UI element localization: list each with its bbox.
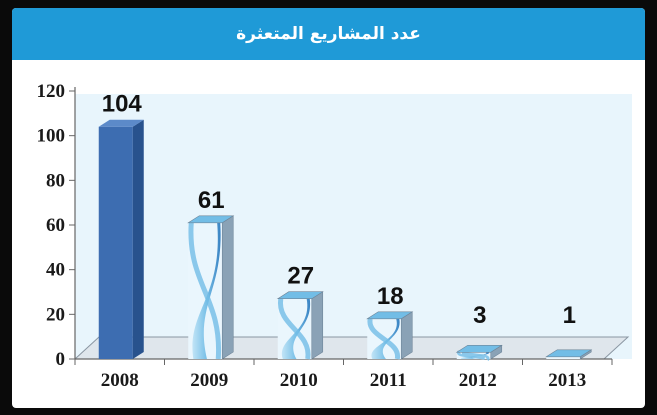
x-tick-label: 2008 (101, 370, 139, 391)
y-tick-label: 40 (46, 260, 65, 281)
bar-ribbon-strand (457, 349, 490, 362)
bar-ribbon (281, 298, 311, 359)
data-label-2013: 1 (563, 302, 576, 329)
bar-ribbon (192, 222, 221, 359)
bar-front (98, 126, 133, 359)
bar-2010 (276, 291, 324, 360)
bar-top (276, 291, 324, 300)
x-tick-label: 2010 (280, 370, 318, 391)
bar-top (98, 119, 144, 127)
bar-front (546, 356, 581, 359)
data-label-2012: 3 (473, 302, 486, 329)
data-label-2011: 18 (377, 283, 404, 310)
x-tick-label: 2009 (190, 370, 228, 391)
y-tick-label: 60 (46, 215, 65, 236)
bar-ribbon-strand (188, 222, 222, 360)
data-label-2010: 27 (287, 263, 314, 290)
bar-top (187, 215, 235, 224)
y-tick-label: 20 (46, 304, 65, 325)
data-label-2008: 104 (102, 91, 143, 118)
bar-ribbon (371, 318, 400, 359)
y-tick-label: 0 (56, 349, 66, 370)
bar-2013 (545, 349, 593, 360)
y-tick-label: 100 (37, 126, 66, 147)
bar-chart: 0 20 40 60 80 100 120 104 2008 61 2009 27 2010 18 2011… (37, 81, 632, 391)
bar-2012 (455, 344, 503, 362)
chart-card: عدد المشاريع المتعثرة 0 20 40 60 80 100 120 104… (12, 8, 645, 408)
x-tick-label: 2013 (548, 370, 586, 391)
plot-area (75, 94, 632, 359)
bar-ribbon-strand (367, 318, 400, 360)
x-tick-label: 2012 (459, 370, 497, 391)
chart-floor (73, 336, 630, 360)
x-tick-label: 2011 (370, 370, 407, 391)
bar-ribbon-strand (278, 298, 311, 360)
bar-top (455, 344, 503, 353)
bar-side (400, 311, 413, 360)
y-tick-label: 120 (37, 81, 66, 102)
bar-2011 (366, 311, 414, 360)
y-tick-label: 80 (46, 170, 65, 191)
bar-side (221, 215, 234, 360)
chart-title: عدد المشاريع المتعثرة (12, 8, 645, 60)
bar-side (311, 291, 324, 360)
bar-2008 (98, 119, 144, 359)
bar-2009 (187, 215, 235, 360)
bar-top (545, 349, 593, 358)
bar-top (366, 311, 414, 320)
data-label-2009: 61 (198, 187, 225, 214)
bar-side (132, 119, 144, 359)
